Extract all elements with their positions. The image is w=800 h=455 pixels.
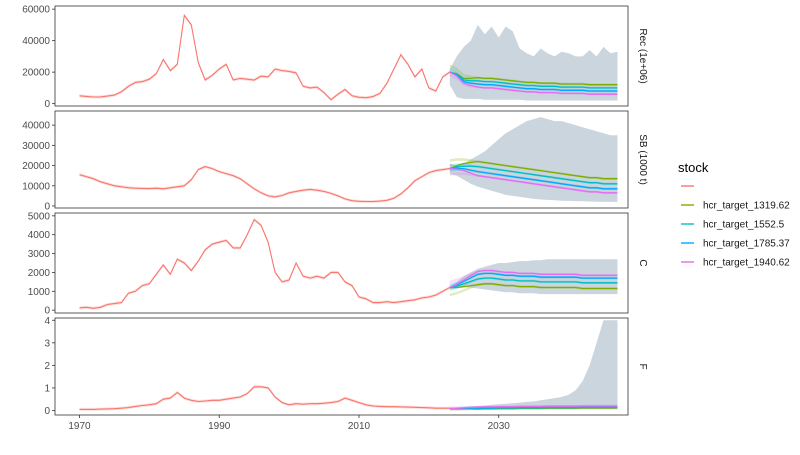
y-tick-label: 40000 [22,121,50,132]
hcr-line-2 [449,406,618,410]
legend-label-3: hcr_target_1785.37 [703,239,790,250]
legend-title: stock [678,160,709,175]
hcr-band-3 [449,269,618,284]
hcr-line-3 [449,269,618,289]
facet-strip-label: C [637,259,648,266]
legend-label-1: hcr_target_1319.62 [703,201,790,212]
hcr-line-2 [449,71,618,92]
hcr-line-0 [449,160,618,180]
historical-band [79,218,450,310]
x-tick-label: 2010 [348,421,371,432]
panel-border [54,317,629,416]
y-tick-label: 0 [44,306,50,317]
hcr-band-3 [449,74,618,96]
hcr-band-0 [449,64,618,86]
historical-line [79,166,450,203]
hcr-band-2 [449,70,618,93]
y-tick-label: 0 [44,406,50,417]
panel-1: 0 10000 20000 30000 40000 SB (1000 t) [22,110,648,212]
y-tick-label: 10000 [22,181,50,192]
hcr-band-0 [449,282,618,297]
y-tick-label: 2 [44,361,50,372]
facet-strip-label: F [637,363,648,369]
panel-content [79,13,618,102]
y-tick-label: 3000 [28,249,51,260]
x-tick-label: 1970 [68,421,91,432]
y-tick-label: 0 [44,99,50,110]
hcr-line-3 [449,167,618,194]
historical-band [79,165,450,203]
y-tick-label: 20000 [22,68,50,79]
hcr-line-0 [449,71,618,86]
historical-line [79,13,451,101]
hcr-line-1 [449,71,618,89]
historical-line [79,218,451,309]
y-tick-label: 20000 [22,161,50,172]
hcr-band-1 [449,67,618,90]
y-tick-label: 30000 [22,141,50,152]
y-tick-label: 2000 [28,268,51,279]
y-tick-label: 0 [44,201,50,212]
hcr-line-3 [449,71,618,95]
x-axis: 1970 1990 2010 2030 [68,415,510,432]
legend-label-2: hcr_target_1552.5 [703,220,785,231]
hcr-line-0 [449,283,618,290]
x-tick-label: 2030 [488,421,511,432]
y-tick-label: 1 [44,383,50,394]
legend: stock hcr_target_1319.62 hcr_target_1552.… [678,160,790,271]
facet-strip-label: Rec (1e+06) [637,28,648,83]
hcr-line-1 [449,165,618,185]
y-tick-label: 5000 [28,211,51,222]
hcr-line-2 [449,272,618,289]
y-tick-label: 4 [44,316,50,327]
x-tick-label: 1990 [208,421,231,432]
panel-content [79,320,618,411]
hcr-line-1 [449,277,618,289]
panel-0: 0 20000 40000 60000 Rec (1e+06) [22,5,648,110]
panel-content [79,218,618,310]
hcr-line-3 [449,405,618,410]
hcr-band-2 [449,272,618,286]
facet-strip-label: SB (1000 t) [637,134,648,185]
panel-3: 0 1 2 3 4 F [44,316,648,417]
y-tick-label: 60000 [22,5,50,16]
y-tick-label: 1000 [28,287,51,298]
panel-2: 0 1000 2000 3000 4000 5000 C [28,211,648,316]
hcr-line-2 [449,167,618,190]
y-tick-label: 3 [44,338,50,349]
historical-line [79,386,450,410]
hcr-band-1 [449,276,618,291]
y-tick-label: 4000 [28,230,51,241]
y-tick-label: 40000 [22,36,50,47]
panel-content [79,117,618,203]
legend-label-4: hcr_target_1940.62 [703,258,790,269]
projection-band [449,320,618,410]
